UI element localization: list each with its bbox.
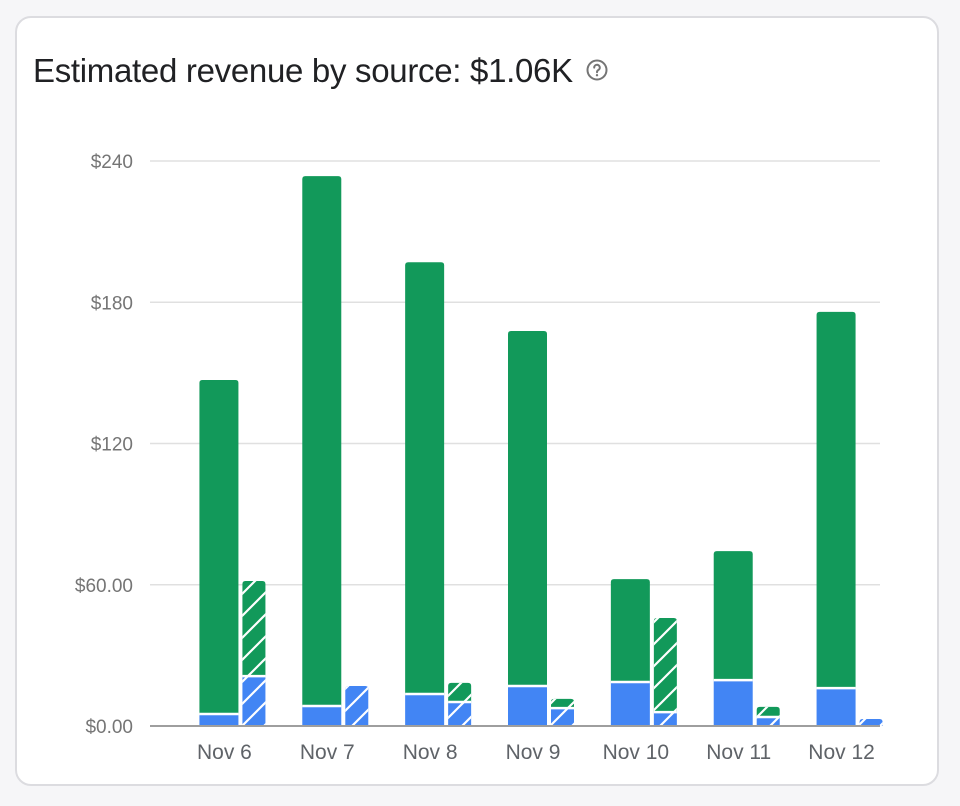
x-tick-label: Nov 6	[197, 741, 252, 764]
bar-solid-blue[interactable]	[610, 681, 650, 726]
hatch-overlay	[551, 698, 574, 709]
x-tick-label: Nov 12	[808, 741, 875, 764]
bar-solid-green[interactable]	[816, 311, 856, 690]
y-tick-label: $0.00	[85, 717, 133, 738]
hatch-overlay	[345, 685, 369, 726]
bar-hatched-blue[interactable]	[653, 712, 677, 726]
x-tick-label: Nov 9	[506, 741, 561, 764]
bar-hatched-green[interactable]	[242, 580, 266, 678]
bar-nov-7-solid-green[interactable]	[302, 176, 342, 706]
bar-nov-7-solid-blue[interactable]	[302, 705, 342, 726]
bar-solid-blue[interactable]	[302, 705, 342, 726]
hatch-overlay	[756, 706, 780, 718]
bars	[199, 176, 883, 726]
hatch-overlay	[448, 682, 472, 702]
hatch-overlay	[448, 701, 472, 726]
x-tick-label: Nov 10	[603, 741, 670, 764]
bar-solid-blue[interactable]	[816, 688, 856, 726]
hatch-overlay	[242, 676, 266, 726]
bar-hatched-blue[interactable]	[242, 676, 266, 726]
bar-nov-9-solid-blue[interactable]	[508, 685, 547, 726]
bar-hatched-blue[interactable]	[551, 708, 574, 726]
bar-solid-blue[interactable]	[199, 713, 239, 726]
bar-nov-11-solid-green[interactable]	[713, 551, 753, 681]
x-tick-label: Nov 11	[706, 741, 771, 764]
bar-hatched-green[interactable]	[551, 698, 574, 710]
bar-nov-8-solid-blue[interactable]	[405, 693, 445, 726]
card-title-text: Estimated revenue by source: $1.06K	[33, 52, 573, 89]
hatch-overlay	[653, 712, 677, 726]
bar-hatched-blue[interactable]	[859, 718, 883, 726]
bar-nov-10-solid-blue[interactable]	[610, 681, 650, 726]
bar-hatched-green[interactable]	[448, 682, 472, 704]
bar-solid-green[interactable]	[199, 379, 239, 716]
hatch-overlay	[242, 580, 266, 677]
hatch-overlay	[756, 717, 780, 726]
bar-solid-green[interactable]	[508, 330, 547, 688]
bar-solid-blue[interactable]	[405, 693, 445, 726]
bar-nov-6-solid-blue[interactable]	[199, 713, 239, 726]
bar-solid-blue[interactable]	[713, 680, 753, 726]
card-title: Estimated revenue by source: $1.06K	[33, 52, 609, 90]
bar-solid-green[interactable]	[405, 262, 445, 696]
bar-solid-green[interactable]	[302, 176, 342, 708]
bar-nov-12-solid-blue[interactable]	[816, 688, 856, 726]
hatch-overlay	[551, 708, 574, 726]
hatch-overlay	[653, 617, 677, 713]
revenue-card	[15, 16, 939, 786]
y-tick-label: $240	[91, 152, 133, 173]
bar-hatched-blue[interactable]	[448, 701, 472, 726]
hatch-overlay	[859, 718, 883, 726]
bar-solid-blue[interactable]	[508, 685, 547, 726]
axes: $0.00 $60.00 $120 $180 $240 Nov 6 Nov 7 Nov 8 No…	[75, 152, 880, 764]
bar-hatched-blue[interactable]	[756, 717, 780, 726]
bar-solid-green[interactable]	[610, 579, 650, 684]
bar-solid-green[interactable]	[713, 551, 753, 682]
bar-nov-10-solid-green[interactable]	[610, 579, 650, 682]
bar-hatched-blue[interactable]	[345, 685, 369, 726]
y-tick-label: $120	[91, 435, 133, 456]
help-circle-icon[interactable]	[585, 52, 609, 81]
bar-hatched-green[interactable]	[653, 617, 677, 714]
bar-nov-11-solid-blue[interactable]	[713, 680, 753, 726]
bar-nov-9-solid-green[interactable]	[508, 330, 547, 686]
x-tick-label: Nov 8	[403, 741, 458, 764]
bar-nov-8-solid-green[interactable]	[405, 262, 445, 694]
y-tick-label: $60.00	[75, 576, 133, 597]
y-tick-label: $180	[91, 293, 133, 314]
bar-nov-6-solid-green[interactable]	[199, 379, 239, 714]
bar-hatched-green[interactable]	[756, 706, 780, 719]
x-tick-label: Nov 7	[300, 741, 355, 764]
bar-nov-12-solid-green[interactable]	[816, 311, 856, 689]
